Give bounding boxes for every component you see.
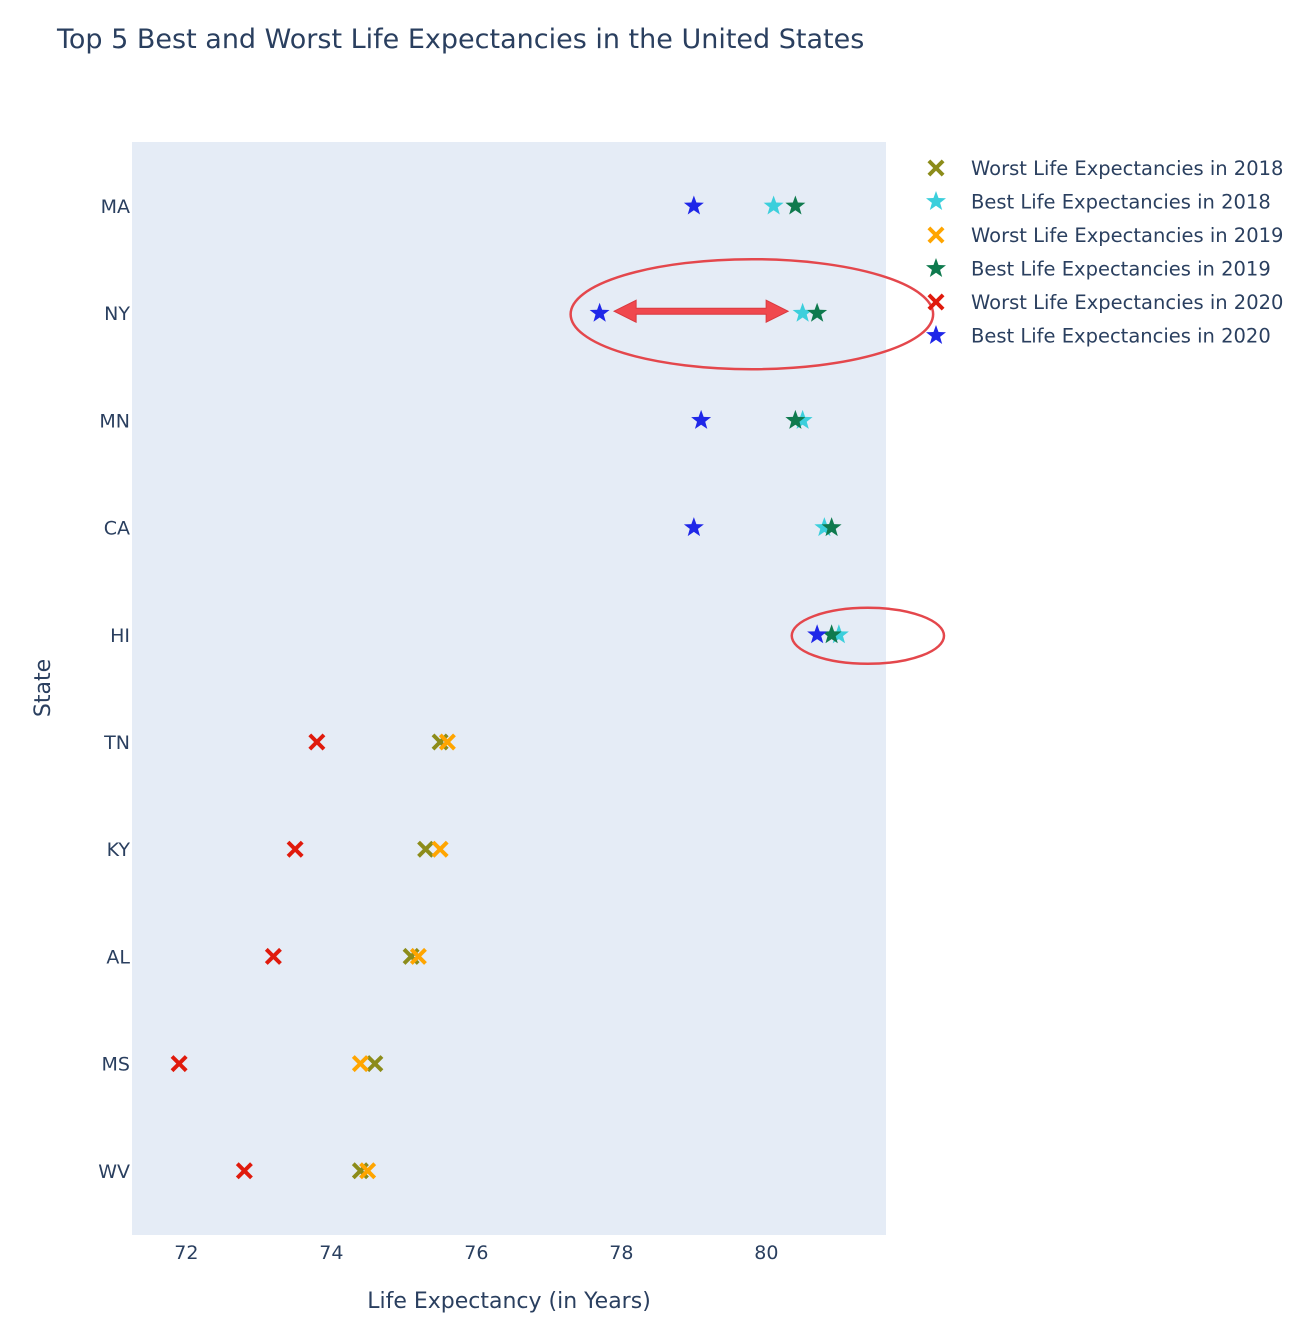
star-marker bbox=[792, 409, 813, 429]
highlight-ellipse bbox=[569, 257, 935, 371]
x-marker bbox=[409, 947, 427, 965]
x-tick-label: 80 bbox=[754, 1242, 778, 1264]
y-tick-label: AL bbox=[106, 946, 130, 968]
y-tick-label: MN bbox=[99, 410, 130, 432]
legend-marker bbox=[927, 293, 945, 311]
y-tick-label: WV bbox=[98, 1161, 130, 1183]
x-marker bbox=[438, 733, 456, 751]
legend-item[interactable]: Best Life Expectancies in 2019 bbox=[926, 258, 1271, 281]
x-tick-label: 78 bbox=[609, 1242, 633, 1264]
star-marker bbox=[785, 409, 806, 429]
star-marker bbox=[807, 624, 828, 644]
star-marker bbox=[589, 302, 610, 322]
legend-marker bbox=[927, 159, 945, 177]
star-marker bbox=[814, 517, 835, 537]
highlight-ellipse bbox=[790, 606, 946, 666]
x-marker bbox=[308, 733, 326, 751]
x-marker bbox=[170, 1055, 188, 1073]
annotations bbox=[569, 257, 946, 666]
x-axis-ticks: 72 74 76 78 80 bbox=[174, 1242, 778, 1264]
legend-item[interactable]: Best Life Expectancies in 2020 bbox=[926, 325, 1271, 348]
plot-area bbox=[132, 142, 886, 1235]
x-marker bbox=[351, 1055, 369, 1073]
x-marker bbox=[264, 947, 282, 965]
y-tick-label: NY bbox=[104, 303, 130, 325]
x-marker bbox=[286, 840, 304, 858]
y-tick-label: MA bbox=[101, 196, 130, 218]
double-arrow bbox=[613, 299, 790, 324]
legend[interactable]: Worst Life Expectancies in 2018 Best Life… bbox=[926, 157, 1283, 348]
chart-title: Top 5 Best and Worst Life Expectancies i… bbox=[57, 24, 865, 55]
legend-marker bbox=[927, 226, 945, 244]
y-axis-title: State bbox=[31, 659, 56, 717]
y-tick-label: HI bbox=[110, 625, 130, 647]
star-marker bbox=[828, 624, 849, 644]
x-marker bbox=[431, 840, 449, 858]
legend-marker bbox=[926, 191, 946, 210]
legend-label: Worst Life Expectancies in 2019 bbox=[971, 224, 1283, 247]
star-marker bbox=[691, 409, 712, 429]
y-tick-label: MS bbox=[102, 1054, 130, 1076]
x-axis-title: Life Expectancy (in Years) bbox=[367, 1289, 651, 1314]
y-tick-label: KY bbox=[107, 839, 131, 861]
star-marker bbox=[785, 195, 806, 215]
legend-label: Best Life Expectancies in 2020 bbox=[971, 325, 1271, 348]
y-tick-label: CA bbox=[104, 518, 130, 540]
star-marker bbox=[763, 195, 784, 215]
legend-label: Best Life Expectancies in 2019 bbox=[971, 258, 1271, 281]
star-marker bbox=[821, 624, 842, 644]
star-marker bbox=[683, 517, 704, 537]
legend-item[interactable]: Worst Life Expectancies in 2018 bbox=[927, 157, 1284, 180]
x-marker bbox=[366, 1055, 384, 1073]
legend-label: Worst Life Expectancies in 2018 bbox=[971, 157, 1283, 180]
legend-item[interactable]: Best Life Expectancies in 2018 bbox=[926, 191, 1271, 214]
y-axis-ticks: MA NY MN CA HI TN KY AL MS WV bbox=[98, 196, 130, 1183]
x-tick-label: 72 bbox=[174, 1242, 198, 1264]
legend-marker bbox=[926, 325, 946, 344]
y-tick-label: TN bbox=[103, 732, 130, 754]
star-marker bbox=[683, 195, 704, 215]
star-marker bbox=[821, 517, 842, 537]
x-tick-label: 74 bbox=[319, 1242, 343, 1264]
star-marker bbox=[807, 302, 828, 322]
legend-label: Worst Life Expectancies in 2020 bbox=[971, 291, 1283, 314]
legend-item[interactable]: Worst Life Expectancies in 2020 bbox=[927, 291, 1284, 314]
legend-marker bbox=[926, 258, 946, 277]
x-tick-label: 76 bbox=[464, 1242, 488, 1264]
legend-label: Best Life Expectancies in 2018 bbox=[971, 191, 1271, 214]
legend-item[interactable]: Worst Life Expectancies in 2019 bbox=[927, 224, 1284, 247]
star-marker bbox=[792, 302, 813, 322]
data-markers bbox=[170, 195, 849, 1180]
x-marker bbox=[417, 840, 435, 858]
x-marker bbox=[235, 1162, 253, 1180]
x-marker bbox=[359, 1162, 377, 1180]
